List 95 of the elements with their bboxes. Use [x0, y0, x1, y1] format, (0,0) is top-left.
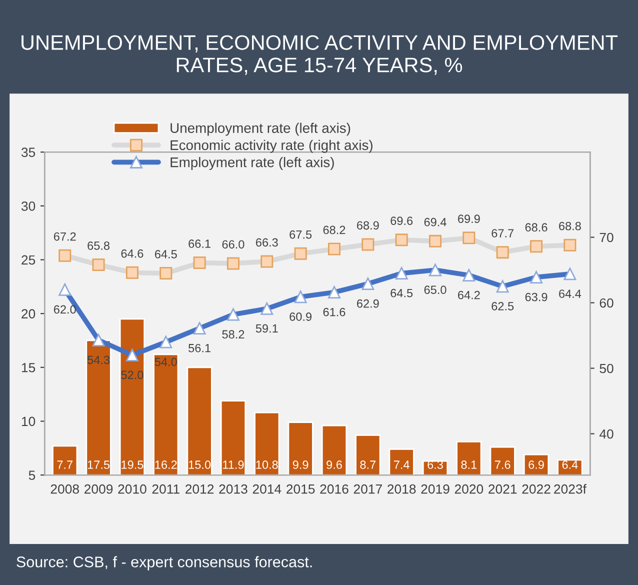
point [395, 234, 408, 246]
data-label: 65.8 [88, 242, 110, 250]
data-label: 69.4 [424, 218, 446, 226]
data-label: 66.1 [188, 240, 210, 248]
point [160, 267, 172, 280]
data-label: 62.9 [357, 299, 379, 308]
point [193, 256, 206, 270]
data-label: 6.4 [562, 460, 578, 469]
data-label: 8.1 [461, 460, 477, 469]
data-label: 15.0 [188, 460, 211, 469]
data-label: 11.9 [223, 460, 244, 469]
x-tick-label: 2008 [50, 484, 79, 494]
data-label: 63.9 [525, 292, 548, 302]
data-label: 56.1 [188, 344, 210, 352]
data-label: 60.9 [290, 312, 312, 321]
data-label: 7.7 [57, 460, 72, 469]
y-tick-label: 5 [28, 470, 36, 480]
x-tick-label: 2013 [219, 484, 248, 494]
y-tick-label: 35 [21, 148, 36, 158]
legend-label: Economic activity rate (right axis) [170, 140, 372, 153]
point [328, 242, 340, 256]
y2-tick-label: 50 [600, 364, 614, 374]
data-label: 6.9 [528, 460, 544, 469]
data-label: 58.2 [222, 330, 244, 339]
point [126, 266, 138, 279]
x-tick-label: 2015 [286, 484, 315, 494]
point [92, 258, 105, 272]
legend-label: Unemployment rate (left axis) [170, 122, 350, 136]
data-label: 7.4 [394, 460, 410, 469]
y-tick-label: 10 [22, 416, 36, 426]
point [496, 246, 509, 259]
data-label: 66.0 [222, 240, 244, 249]
source-note: Source: CSB, f - expert consensus forecast. [16, 556, 312, 570]
data-label: 66.3 [256, 238, 278, 247]
data-label: 62.5 [492, 302, 514, 310]
y-tick-label: 25 [22, 255, 36, 265]
data-label: 64.5 [154, 250, 177, 258]
data-label: 69.9 [458, 214, 480, 224]
data-label: 61.6 [323, 308, 346, 316]
data-label: 19.5 [122, 460, 144, 469]
point [462, 232, 476, 244]
data-label: 68.6 [525, 223, 548, 232]
y-tick-label: 30 [21, 201, 36, 211]
data-label: 69.6 [390, 216, 413, 225]
x-tick-label: 2016 [320, 484, 348, 494]
point [226, 257, 240, 270]
data-label: 68.2 [323, 226, 346, 234]
data-label: 52.0 [121, 370, 144, 380]
data-label: 67.7 [492, 229, 514, 238]
data-label: 59.1 [256, 324, 278, 333]
data-label: 65.0 [424, 286, 446, 294]
data-label: 8.7 [360, 460, 376, 469]
point [294, 247, 307, 260]
x-tick-label: 2014 [252, 484, 282, 494]
x-tick-label: 2022 [522, 484, 550, 494]
data-label: 64.6 [121, 249, 144, 258]
data-label: 7.6 [495, 460, 510, 469]
y-tick-label: 15 [22, 363, 36, 372]
x-tick-label: 2010 [118, 484, 146, 494]
x-tick-label: 2009 [84, 484, 113, 494]
y2-tick-label: 40 [599, 429, 614, 439]
x-tick-label: 2018 [388, 484, 416, 494]
y2-tick-label: 70 [600, 232, 614, 242]
data-label: 64.4 [559, 290, 582, 298]
data-label: 54.3 [88, 356, 110, 364]
point [429, 234, 442, 248]
x-tick-label: 2019 [421, 484, 450, 494]
point [564, 238, 576, 252]
y2-tick-label: 60 [600, 298, 614, 308]
x-tick-label: 2020 [454, 484, 484, 494]
x-tick-label: 2023f [554, 484, 586, 494]
y-tick-label: 20 [22, 309, 36, 318]
point [530, 240, 543, 253]
data-label: 10.8 [256, 460, 278, 469]
data-label: 64.2 [458, 290, 480, 300]
x-tick-label: 2011 [152, 484, 180, 494]
data-label: 67.5 [290, 230, 312, 239]
data-label: 68.9 [357, 221, 379, 230]
data-label: 68.8 [559, 222, 581, 230]
data-label: 9.6 [326, 460, 342, 469]
point [58, 249, 72, 262]
data-label: 54.0 [154, 358, 177, 366]
chart-title: UNEMPLOYMENT, ECONOMIC ACTIVITY AND EMPLOYMENT RATES, AGE 15-74 YEARS, % [22, 35, 618, 75]
data-label: 16.2 [155, 460, 177, 469]
data-label: 67.2 [54, 232, 76, 241]
x-tick-label: 2021 [488, 484, 517, 494]
point [260, 255, 274, 268]
x-tick-label: 2017 [354, 484, 382, 494]
data-label: 17.5 [88, 460, 110, 469]
data-label: 64.5 [390, 288, 413, 298]
data-label: 9.9 [292, 460, 308, 469]
x-tick-label: 2012 [186, 484, 214, 494]
point [362, 238, 374, 251]
data-label: 62.0 [54, 305, 76, 314]
legend-label: Employment rate (left axis) [170, 156, 334, 170]
